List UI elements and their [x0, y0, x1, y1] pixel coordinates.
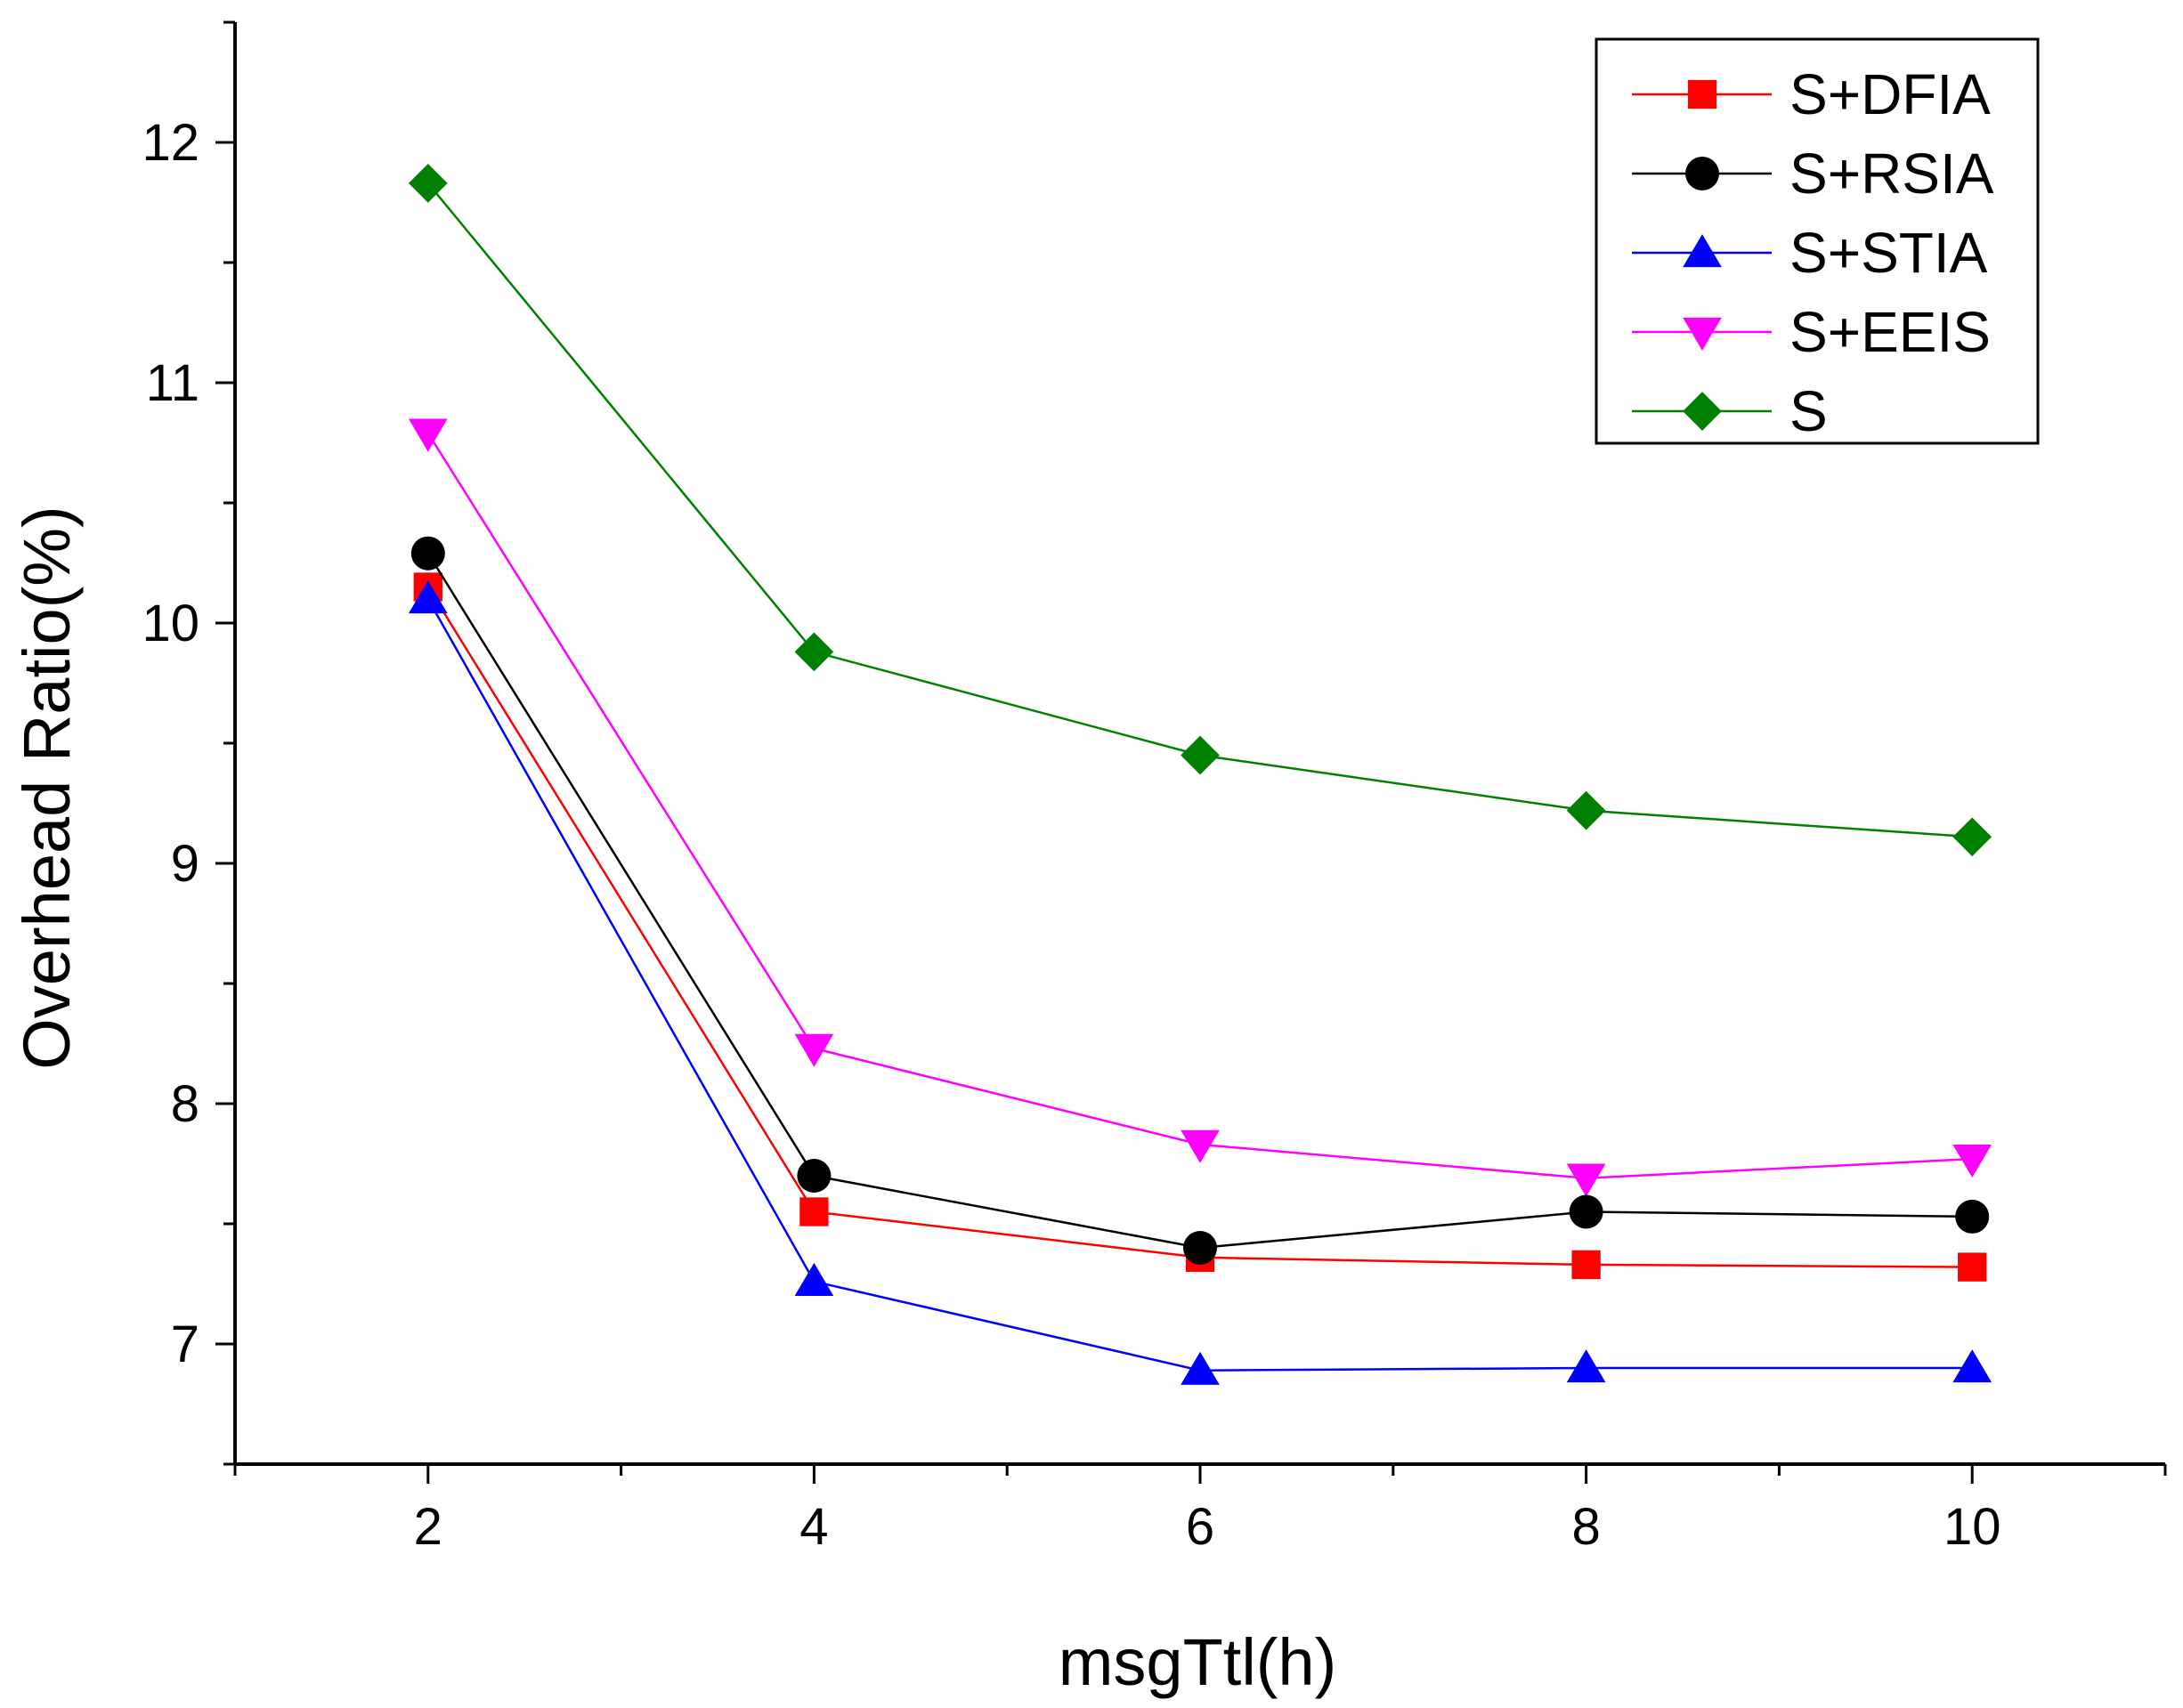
legend-marker-s-eeis [1683, 317, 1722, 351]
x-tick-label: 6 [1186, 1498, 1214, 1556]
legend-marker-s-dfia [1687, 79, 1717, 109]
data-point-s-eeis [1952, 1144, 1992, 1178]
series-layer [408, 164, 1992, 1385]
data-point-s-eeis [408, 418, 448, 452]
data-point-s-stia [1952, 1349, 1992, 1383]
y-tick-label: 8 [171, 1075, 199, 1133]
data-point-s-stia [1181, 1351, 1220, 1385]
data-point-s-dfia [799, 1197, 829, 1226]
legend-label-s-stia: S+STIA [1789, 221, 1988, 285]
legend-item-s-rsia: S+RSIA [1632, 142, 1994, 206]
series-s [408, 164, 1992, 857]
legend: S+DFIA S+RSIA S+STIA S+EEIS S [1595, 37, 2040, 445]
data-point-s-dfia [1571, 1250, 1601, 1280]
data-point-s-stia [1566, 1349, 1606, 1383]
data-point-s [408, 164, 448, 203]
legend-label-s: S [1789, 379, 1828, 443]
data-point-s-rsia [1569, 1194, 1603, 1229]
x-axis-title: msgTtl(h) [1059, 1625, 1336, 1699]
data-point-s-rsia [1955, 1199, 1990, 1234]
data-point-s-eeis [794, 1033, 834, 1067]
legend-item-s-eeis: S+EEIS [1632, 300, 1991, 364]
x-tick-label: 8 [1571, 1498, 1600, 1556]
data-point-s-rsia [797, 1159, 832, 1193]
data-point-s-eeis [1181, 1129, 1220, 1163]
legend-box [1595, 37, 2040, 445]
legend-item-s: S [1632, 379, 1828, 443]
data-point-s-dfia [1958, 1252, 1987, 1282]
legend-marker-s-stia [1683, 234, 1722, 268]
legend-label-s-eeis: S+EEIS [1789, 300, 1991, 364]
legend-marker-s [1683, 392, 1722, 431]
data-point-s-eeis [1566, 1163, 1606, 1197]
legend-label-s-dfia: S+DFIA [1789, 62, 1991, 126]
series-line-s-eeis [426, 433, 1973, 1179]
data-point-s [1952, 817, 1992, 857]
legend-item-s-stia: S+STIA [1632, 221, 1988, 285]
series-s-rsia [410, 536, 1990, 1265]
series-s-eeis [408, 418, 1992, 1197]
y-tick-label: 11 [146, 354, 199, 412]
y-tick-label: 12 [142, 114, 199, 172]
series-s-dfia [413, 572, 1987, 1282]
axes: 2 4 6 8 10 7 8 9 10 11 12 [142, 20, 2167, 1556]
y-tick-label: 10 [142, 595, 199, 652]
y-tick-label: 7 [171, 1315, 199, 1373]
x-tick-label: 4 [799, 1498, 828, 1556]
data-point-s-rsia [1183, 1231, 1217, 1265]
data-point-s-stia [408, 580, 448, 614]
data-point-s [1181, 735, 1220, 775]
data-point-s [1566, 790, 1606, 830]
data-point-s-stia [794, 1262, 834, 1296]
data-point-s-rsia [410, 536, 445, 571]
data-point-s [794, 632, 834, 672]
x-tick-label: 10 [1944, 1498, 2001, 1556]
legend-marker-s-rsia [1685, 157, 1719, 190]
legend-label-s-rsia: S+RSIA [1789, 142, 1994, 206]
x-tick-label: 2 [414, 1498, 442, 1556]
y-axis-title: Overhead Ratio(%) [10, 506, 84, 1069]
y-tick-label: 9 [171, 835, 199, 893]
legend-item-s-dfia: S+DFIA [1632, 62, 1991, 126]
series-s-stia [408, 580, 1992, 1385]
